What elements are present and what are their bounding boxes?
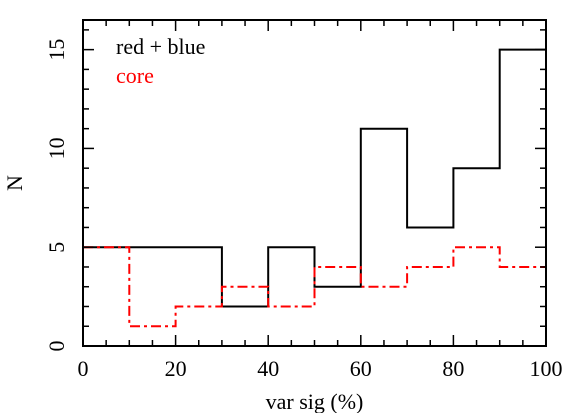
ticks-layer xyxy=(82,20,547,347)
tick-labels-layer: 0 20 40 60 80 100 0 5 10 15 xyxy=(44,39,563,381)
legend: red + blue core xyxy=(116,34,205,88)
x-tick-label: 20 xyxy=(165,356,187,381)
x-tick-label: 0 xyxy=(78,356,89,381)
series-layer xyxy=(83,48,546,328)
x-tick-label: 80 xyxy=(442,356,464,381)
y-axis-label: N xyxy=(2,175,27,191)
series-line-1 xyxy=(83,246,546,328)
y-tick-label: 10 xyxy=(44,137,69,159)
x-tick-label: 40 xyxy=(257,356,279,381)
legend-entry-red-blue: red + blue xyxy=(116,34,205,59)
y-tick-label: 15 xyxy=(44,39,69,61)
series-line-0 xyxy=(83,48,546,308)
legend-entry-core: core xyxy=(116,63,154,88)
x-tick-label: 60 xyxy=(350,356,372,381)
y-tick-label: 0 xyxy=(44,341,69,352)
y-tick-label: 5 xyxy=(44,242,69,253)
x-tick-label: 100 xyxy=(530,356,563,381)
x-axis-label: var sig (%) xyxy=(266,389,364,413)
